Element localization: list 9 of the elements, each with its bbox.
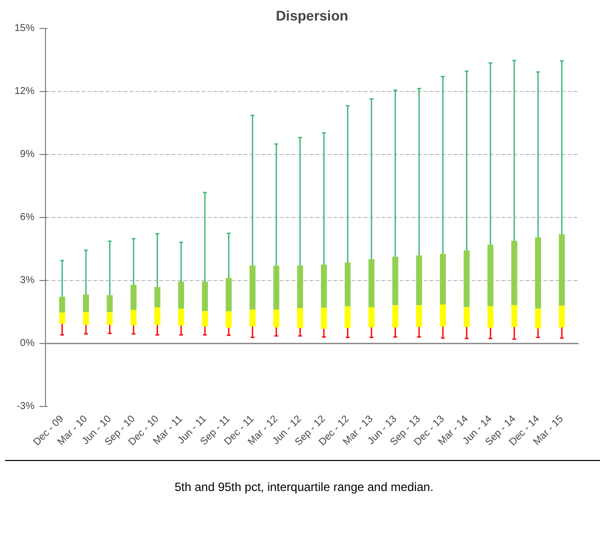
y-tick-label: 15% (14, 23, 35, 34)
y-tick-label: 0% (20, 338, 35, 349)
text: 5th and 95th pct, interquartile range and median. (174, 479, 434, 496)
y-tick-label: 9% (20, 149, 35, 160)
y-tick-label: 6% (20, 212, 35, 223)
y-tick-label: 3% (20, 275, 35, 286)
y-tick-label: -3% (16, 401, 35, 412)
chart-title: Dispersion (276, 8, 348, 24)
y-tick-label: 12% (14, 86, 35, 97)
